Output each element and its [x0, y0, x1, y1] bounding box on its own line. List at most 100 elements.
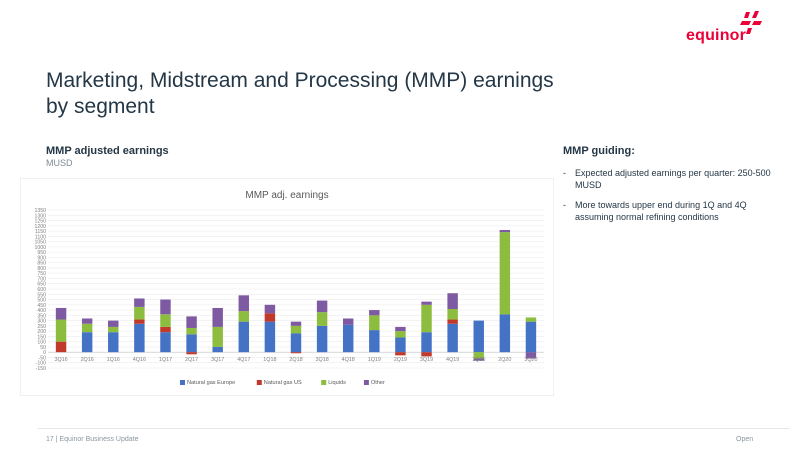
bar-segment: [473, 320, 484, 353]
y-tick-label: 950: [37, 250, 46, 256]
legend-label: Natural gas Europe: [187, 380, 235, 386]
x-tick-label: 4Q16: [133, 357, 146, 363]
y-tick-label: 900: [37, 255, 46, 261]
x-tick-label: 4Q18: [342, 357, 355, 363]
bar-segment: [342, 324, 354, 353]
y-tick-label: 300: [37, 319, 46, 325]
y-tick-label: 550: [37, 292, 46, 298]
y-tick-label: 50: [40, 345, 46, 351]
bar-segment: [395, 331, 406, 338]
bar-segment: [395, 337, 406, 353]
bar-segment: [499, 314, 511, 353]
bar-segment: [186, 316, 197, 328]
bar-segment: [108, 326, 119, 333]
bar-segment: [421, 352, 432, 357]
legend-swatch: [180, 380, 185, 385]
guiding-list: Expected adjusted earnings per quarter: …: [563, 167, 783, 223]
legend-label: Other: [371, 380, 385, 386]
bar-segment: [134, 319, 145, 324]
bar-segment: [525, 317, 537, 322]
x-tick-label: 1Q18: [263, 357, 276, 363]
y-tick-label: 1250: [34, 219, 46, 225]
y-tick-label: 800: [37, 266, 46, 272]
bar-segment: [290, 325, 302, 334]
x-tick-label: 2Q18: [289, 357, 302, 363]
y-tick-label: 600: [37, 287, 46, 293]
y-tick-label: 1350: [34, 208, 46, 214]
y-tick-label: 400: [37, 308, 46, 314]
x-tick-label: 1Q16: [107, 357, 120, 363]
bar-segment: [212, 346, 223, 353]
bar-segment: [81, 332, 93, 353]
chart-heading: MMP adjusted earnings: [46, 145, 169, 157]
y-tick-label: 700: [37, 276, 46, 282]
bar-segment: [525, 352, 537, 359]
x-tick-label: 2Q17: [185, 357, 198, 363]
bar-segment: [134, 298, 145, 307]
bar-segment: [316, 325, 328, 353]
equinor-logo: equinor: [686, 10, 766, 48]
y-tick-label: 450: [37, 303, 46, 309]
x-tick-label: 4Q19: [446, 357, 459, 363]
bar-segment: [238, 321, 250, 353]
y-tick-label: -150: [36, 366, 46, 372]
x-tick-label: 3Q17: [211, 357, 224, 363]
y-tick-label: 1100: [35, 234, 46, 240]
bar-segment: [186, 327, 197, 335]
bar-segment: [290, 321, 302, 326]
x-tick-label: 3Q16: [54, 357, 67, 363]
bar-segment: [160, 326, 171, 333]
x-tick-label: 4Q17: [237, 357, 250, 363]
bar-segment: [55, 319, 67, 342]
bar-segment: [395, 326, 406, 332]
bar-segment: [108, 332, 119, 353]
footer-text: 17 | Equinor Business Update: [46, 436, 139, 443]
y-tick-label: 500: [37, 298, 46, 304]
x-tick-label: 2Q16: [81, 357, 94, 363]
page-title: Marketing, Midstream and Processing (MMP…: [46, 69, 554, 118]
y-tick-label: 0: [43, 350, 46, 356]
footer-divider: [38, 428, 790, 429]
bar-segment: [212, 307, 223, 327]
bar-segment: [421, 304, 432, 333]
bar-segment: [447, 309, 458, 320]
chart-title: MMP adj. earnings: [245, 190, 328, 201]
legend-swatch: [363, 380, 369, 385]
star-icon: [740, 11, 762, 34]
bar-segment: [525, 321, 537, 353]
bar-segment: [212, 326, 223, 347]
y-tick-label: 150: [37, 334, 46, 340]
bar-segment: [134, 306, 145, 320]
bar-segment: [264, 321, 276, 353]
bar-segment: [160, 314, 171, 327]
bar-segment: [369, 315, 380, 331]
y-tick-label: 750: [37, 271, 46, 277]
bar-segment: [160, 332, 171, 353]
bar-segment: [342, 318, 354, 325]
bar-segment: [369, 310, 380, 316]
bar-segment: [499, 230, 511, 233]
y-tick-label: 1200: [34, 224, 46, 230]
bar-segment: [186, 352, 197, 355]
bar-segment: [186, 334, 197, 353]
x-tick-label: 1Q19: [368, 357, 381, 363]
bar-segment: [264, 313, 276, 322]
y-tick-label: 1000: [34, 245, 46, 251]
x-tick-label: 2Q19: [394, 357, 407, 363]
legend-label: Natural gas US: [264, 380, 302, 386]
bar-segment: [81, 323, 93, 333]
legend-label: Liquids: [328, 380, 346, 386]
bar-segment: [421, 301, 432, 305]
bar-segment: [499, 232, 511, 315]
x-tick-label: 3Q20: [524, 357, 537, 363]
bar-segment: [290, 352, 302, 354]
chart-container: MMP adj. earnings -150 -100 -50 0 50 100 150 20…: [19, 177, 555, 397]
x-tick-label: 3Q19: [420, 357, 433, 363]
logo-text: equinor: [686, 27, 747, 44]
bar-segment: [108, 320, 119, 327]
bar-segment: [316, 300, 328, 313]
legend-swatch: [321, 380, 327, 385]
bar-segment: [55, 307, 67, 320]
y-tick-label: 1050: [34, 240, 46, 246]
bar-segment: [81, 318, 93, 324]
